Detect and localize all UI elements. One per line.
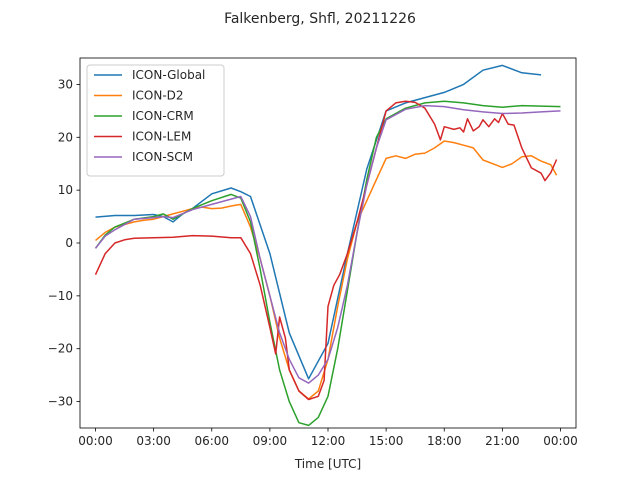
x-tick-label: 00:00: [78, 434, 113, 448]
legend-label: ICON-CRM: [132, 109, 194, 123]
x-tick-label: 18:00: [427, 434, 462, 448]
y-axis: −30 −20 −10 0 10 20 30: [48, 77, 80, 409]
legend-label: ICON-D2: [132, 89, 184, 103]
series-line-0: [95, 64, 542, 380]
legend-label: ICON-Global: [132, 68, 205, 82]
legend: ICON-Global ICON-D2 ICON-CRM ICON-LEM ICON-S…: [86, 64, 225, 177]
chart-title: Falkenberg, Shfl, 20211226: [224, 11, 416, 27]
x-tick-label: 06:00: [194, 434, 229, 448]
y-tick-label: −30: [48, 395, 73, 409]
legend-label: ICON-SCM: [132, 150, 193, 164]
x-tick-label: 03:00: [136, 434, 171, 448]
x-tick-label: 12:00: [311, 434, 346, 448]
series-layer: [94, 64, 561, 427]
y-tick-label: 10: [58, 183, 73, 197]
x-tick-label: 00:00: [543, 434, 578, 448]
x-tick-label: 21:00: [485, 434, 520, 448]
y-tick-label: −10: [48, 289, 73, 303]
y-tick-label: −20: [48, 342, 73, 356]
legend-label: ICON-LEM: [132, 130, 191, 144]
y-tick-label: 20: [58, 130, 73, 144]
x-tick-label: 09:00: [253, 434, 288, 448]
y-tick-label: 0: [65, 236, 73, 250]
legend-box: [86, 64, 225, 177]
series-line-4: [94, 104, 561, 384]
x-axis-label: Time [UTC]: [294, 457, 361, 471]
x-tick-label: 15:00: [369, 434, 404, 448]
x-axis: 00:00 03:00 06:00 09:00 12:00 15:00 18:00 21:00…: [78, 428, 578, 448]
y-tick-label: 30: [58, 77, 73, 91]
series-line-1: [95, 140, 558, 400]
